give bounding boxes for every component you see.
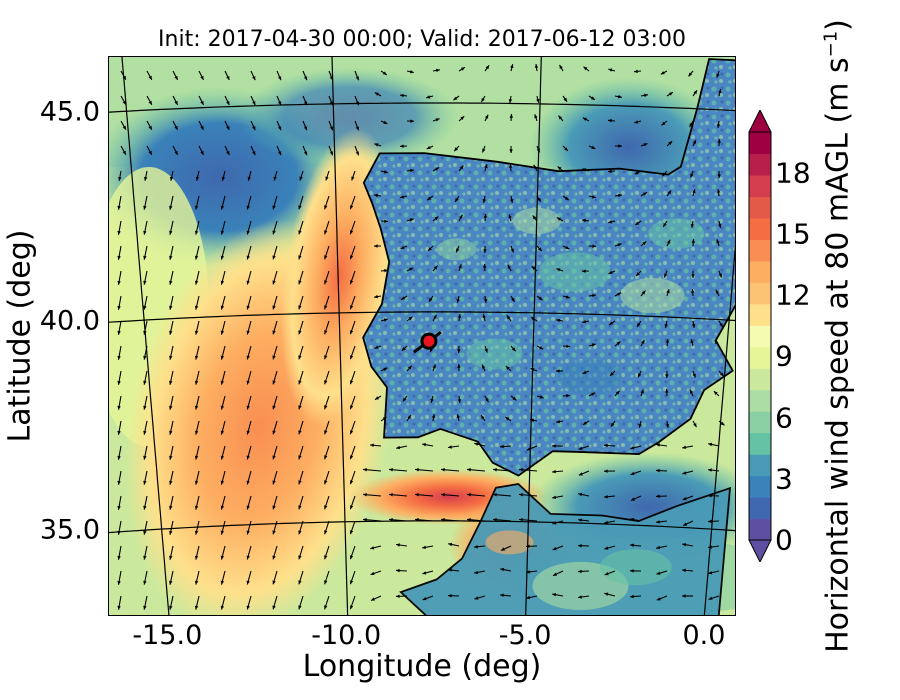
latitude-tick: 45.0 [39, 96, 100, 128]
colorbar-segment [749, 260, 771, 283]
colorbar-segment [749, 346, 771, 369]
latitude-tick: 35.0 [39, 514, 100, 546]
longitude-tick: 0.0 [682, 620, 726, 651]
colorbar-segment [749, 497, 771, 520]
colorbar-segment [749, 454, 771, 477]
colorbar-segment [749, 368, 771, 391]
colorbar-segment [749, 389, 771, 412]
wind-vectors [117, 64, 725, 610]
colorbar-segment [749, 475, 771, 498]
colorbar-segment [749, 325, 771, 348]
colorbar-tick: 3 [775, 462, 793, 496]
colorbar-segment [749, 303, 771, 326]
colorbar-segment [749, 174, 771, 198]
chart-title: Init: 2017-04-30 00:00; Valid: 2017-06-1… [158, 27, 686, 52]
longitude-tick: -5.0 [498, 620, 552, 651]
colorbar [748, 110, 772, 562]
longitude-tick: -10.0 [311, 620, 382, 651]
colorbar-segment [749, 132, 771, 155]
colorbar-segment [749, 217, 771, 240]
colorbar-segment [749, 153, 771, 176]
wind-map-frame [108, 56, 736, 616]
latitude-tick: 40.0 [39, 305, 100, 337]
colorbar-tick: 6 [775, 401, 793, 435]
colorbar-segment [749, 411, 771, 434]
colorbar-segment [749, 518, 771, 541]
colorbar-tick: 15 [775, 217, 811, 251]
site-marker [413, 330, 442, 354]
colorbar-tick: 18 [775, 156, 811, 190]
colorbar-label: Horizontal wind speed at 80 mAGL (m s−1) [820, 19, 856, 653]
colorbar-tick: 0 [775, 523, 793, 557]
colorbar-segment [749, 432, 771, 455]
iberia-land [362, 58, 735, 477]
colorbar-tick: 9 [775, 339, 793, 373]
colorbar-tick: 12 [775, 278, 811, 312]
longitude-tick: -15.0 [132, 620, 203, 651]
colorbar-segment [749, 196, 771, 219]
colorbar-segment [749, 282, 771, 305]
wind-map [109, 57, 735, 615]
x-axis-label: Longitude (deg) [302, 649, 542, 684]
colorbar-segment [749, 239, 771, 262]
y-axis-label: Latitude (deg) [2, 229, 38, 443]
